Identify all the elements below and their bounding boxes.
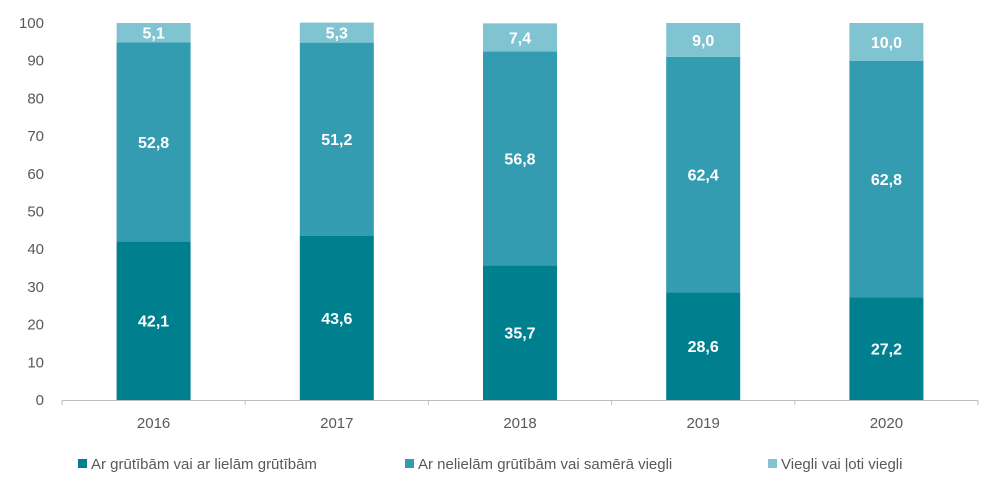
data-label: 7,4 bbox=[509, 30, 531, 47]
bar-segment-1 bbox=[116, 241, 191, 400]
y-tick-label: 30 bbox=[27, 279, 44, 296]
bar-segment-2 bbox=[666, 56, 741, 293]
y-axis: 0 10 20 30 40 50 60 70 80 90 100 bbox=[19, 15, 44, 409]
y-tick-label: 70 bbox=[27, 128, 44, 145]
data-label: 35,7 bbox=[504, 326, 535, 343]
bar-segment-3 bbox=[299, 22, 374, 43]
bar-segment-2 bbox=[299, 42, 374, 236]
y-tick-label: 80 bbox=[27, 90, 44, 107]
bar-segment-1 bbox=[299, 235, 374, 400]
x-tick-label: 2017 bbox=[320, 415, 353, 432]
y-tick-label: 20 bbox=[27, 317, 44, 334]
data-label: 56,8 bbox=[504, 151, 535, 168]
data-label: 27,2 bbox=[871, 342, 902, 359]
x-tick-label: 2020 bbox=[870, 415, 903, 432]
bar-segment-2 bbox=[116, 42, 191, 242]
data-label: 42,1 bbox=[138, 314, 169, 331]
x-tick-label: 2019 bbox=[687, 415, 720, 432]
legend-swatch bbox=[768, 459, 777, 468]
y-tick-label: 60 bbox=[27, 166, 44, 183]
data-label: 28,6 bbox=[688, 339, 719, 356]
bar-segment-1 bbox=[666, 292, 741, 400]
bar-segment-1 bbox=[849, 297, 924, 400]
bar-segment-2 bbox=[483, 51, 557, 266]
x-tick-label: 2018 bbox=[503, 415, 536, 432]
bar-segment-3 bbox=[483, 23, 557, 52]
y-tick-label: 90 bbox=[27, 53, 44, 70]
data-label: 5,3 bbox=[326, 26, 348, 43]
y-tick-label: 100 bbox=[19, 15, 44, 32]
legend: Ar grūtībām vai ar lielām grūtībām Ar nel… bbox=[78, 456, 902, 473]
data-label: 62,8 bbox=[871, 172, 902, 189]
data-label: 10,0 bbox=[871, 35, 902, 52]
bar-segment-2 bbox=[849, 60, 924, 298]
y-tick-label: 10 bbox=[27, 354, 44, 371]
x-axis: 2016 2017 2018 2019 2020 bbox=[61, 400, 979, 432]
legend-swatch bbox=[78, 459, 87, 468]
y-tick-label: 40 bbox=[27, 241, 44, 258]
data-label: 9,0 bbox=[692, 33, 714, 50]
data-label: 5,1 bbox=[142, 26, 164, 43]
bars: 42,1 52,8 5,1 43,6 51,2 5,3 35,7 56,8 7,4 28,6 62,… bbox=[116, 22, 924, 400]
x-tick-label: 2016 bbox=[137, 415, 170, 432]
data-label: 62,4 bbox=[688, 168, 719, 185]
legend-label: Ar nelielām grūtībām vai samērā viegli bbox=[418, 456, 672, 473]
y-tick-label: 50 bbox=[27, 204, 44, 221]
legend-label: Viegli vai ļoti viegli bbox=[781, 456, 902, 473]
bar-segment-3 bbox=[666, 23, 741, 57]
bar-segment-3 bbox=[849, 23, 924, 61]
data-label: 43,6 bbox=[321, 311, 352, 328]
data-label: 51,2 bbox=[321, 132, 352, 149]
bar-segment-1 bbox=[483, 265, 557, 400]
legend-label: Ar grūtībām vai ar lielām grūtībām bbox=[91, 456, 317, 473]
legend-swatch bbox=[405, 459, 414, 468]
y-tick-label: 0 bbox=[36, 392, 44, 409]
data-label: 52,8 bbox=[138, 135, 169, 152]
bar-segment-3 bbox=[116, 23, 191, 43]
